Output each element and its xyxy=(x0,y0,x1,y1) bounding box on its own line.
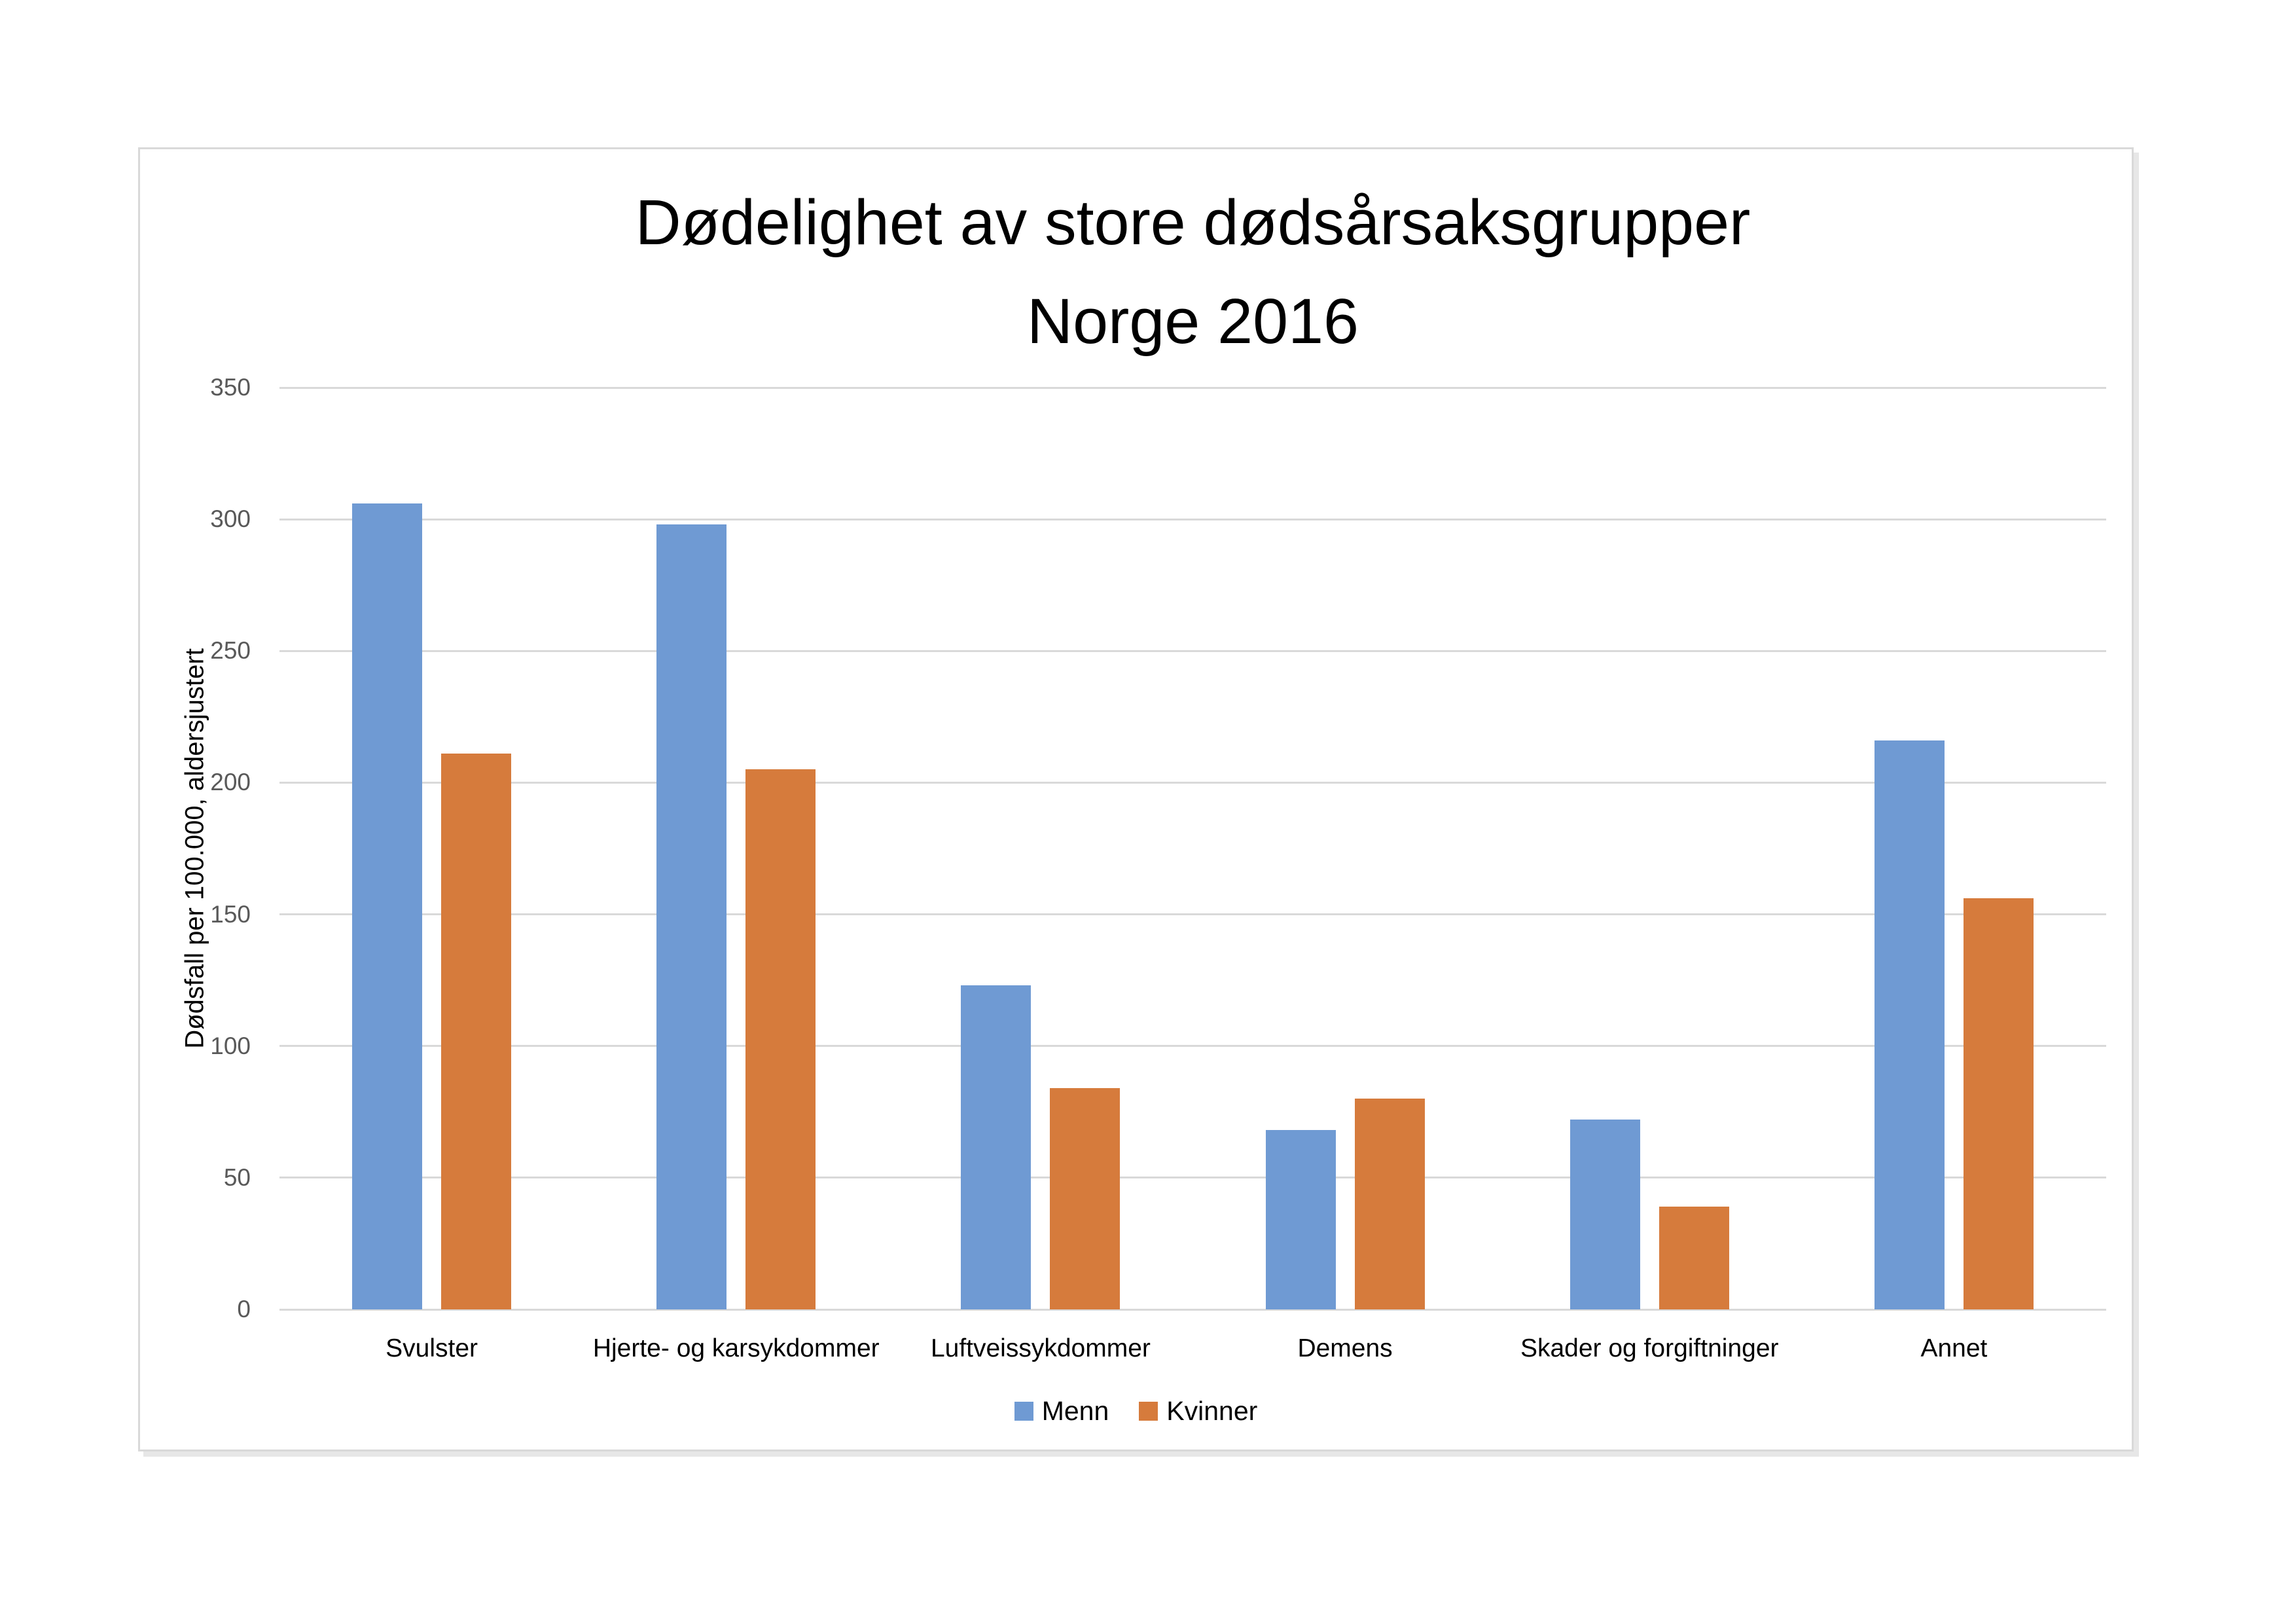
y-tick-label: 300 xyxy=(210,505,251,533)
category-label-luftveissykdommer: Luftveissykdommer xyxy=(930,1334,1151,1362)
y-axis-title: Dødsfall per 100.000, aldersjustert xyxy=(180,648,209,1049)
gridline-250 xyxy=(279,649,2106,652)
legend-label-menn: Menn xyxy=(1041,1395,1109,1426)
legend-label-kvinner: Kvinner xyxy=(1166,1395,1258,1426)
bar-kvinner-hjerte-og-karsykdommer xyxy=(745,769,816,1309)
legend-item-kvinner: Kvinner xyxy=(1139,1396,1257,1427)
chart-title: Dødelighet av store dødsårsaksgrupper No… xyxy=(279,173,2106,371)
y-tick-label: 350 xyxy=(210,374,251,401)
plot-area: 0 50 100 150 200 250 300 350 Svulster Hjerte- og … xyxy=(210,374,2106,1362)
chart-frame: Dødelighet av store dødsårsaksgrupper No… xyxy=(138,147,2134,1451)
gridline-100 xyxy=(279,1045,2106,1048)
y-tick-label: 0 xyxy=(237,1296,251,1322)
y-tick-label: 200 xyxy=(210,769,251,796)
bar-menn-luftveissykdommer xyxy=(961,985,1031,1309)
y-tick-label: 50 xyxy=(223,1163,251,1191)
gridline-350 xyxy=(279,386,2106,389)
bar-menn-svulster xyxy=(352,503,423,1309)
chart-title-line1: Dødelighet av store dødsårsaksgrupper xyxy=(635,187,1751,258)
y-tick-label: 250 xyxy=(210,637,251,665)
gridline-0 xyxy=(279,1308,2106,1311)
category-label-skader-og-forgiftninger: Skader og forgiftninger xyxy=(1520,1334,1779,1362)
bar-kvinner-luftveissykdommer xyxy=(1050,1088,1121,1309)
bar-menn-hjerte-og-karsykdommer xyxy=(656,524,727,1309)
bar-kvinner-annet xyxy=(1963,898,2034,1309)
gridline-200 xyxy=(279,781,2106,784)
y-tick-label: 100 xyxy=(210,1032,251,1059)
category-label-demens: Demens xyxy=(1297,1334,1393,1362)
bar-kvinner-skader-og-forgiftninger xyxy=(1659,1207,1729,1309)
y-tick-label: 150 xyxy=(210,900,251,928)
gridline-150 xyxy=(279,913,2106,916)
chart-title-line2: Norge 2016 xyxy=(1027,285,1359,357)
category-label-annet: Annet xyxy=(1920,1334,1988,1362)
bar-menn-annet xyxy=(1874,740,1945,1309)
legend-swatch-menn xyxy=(1014,1401,1033,1421)
category-label-hjerte-og-karsykdommer: Hjerte- og karsykdommer xyxy=(592,1334,880,1362)
legend-swatch-kvinner xyxy=(1139,1401,1158,1421)
bar-kvinner-svulster xyxy=(441,754,512,1309)
category-label-svulster: Svulster xyxy=(386,1334,478,1362)
bar-menn-demens xyxy=(1265,1130,1336,1309)
legend-item-menn: Menn xyxy=(1014,1396,1109,1427)
gridline-300 xyxy=(279,518,2106,520)
bar-menn-skader-og-forgiftninger xyxy=(1570,1120,1640,1309)
gridline-50 xyxy=(279,1176,2106,1179)
bar-kvinner-demens xyxy=(1354,1099,1425,1309)
legend: Menn Kvinner xyxy=(140,1396,2132,1427)
